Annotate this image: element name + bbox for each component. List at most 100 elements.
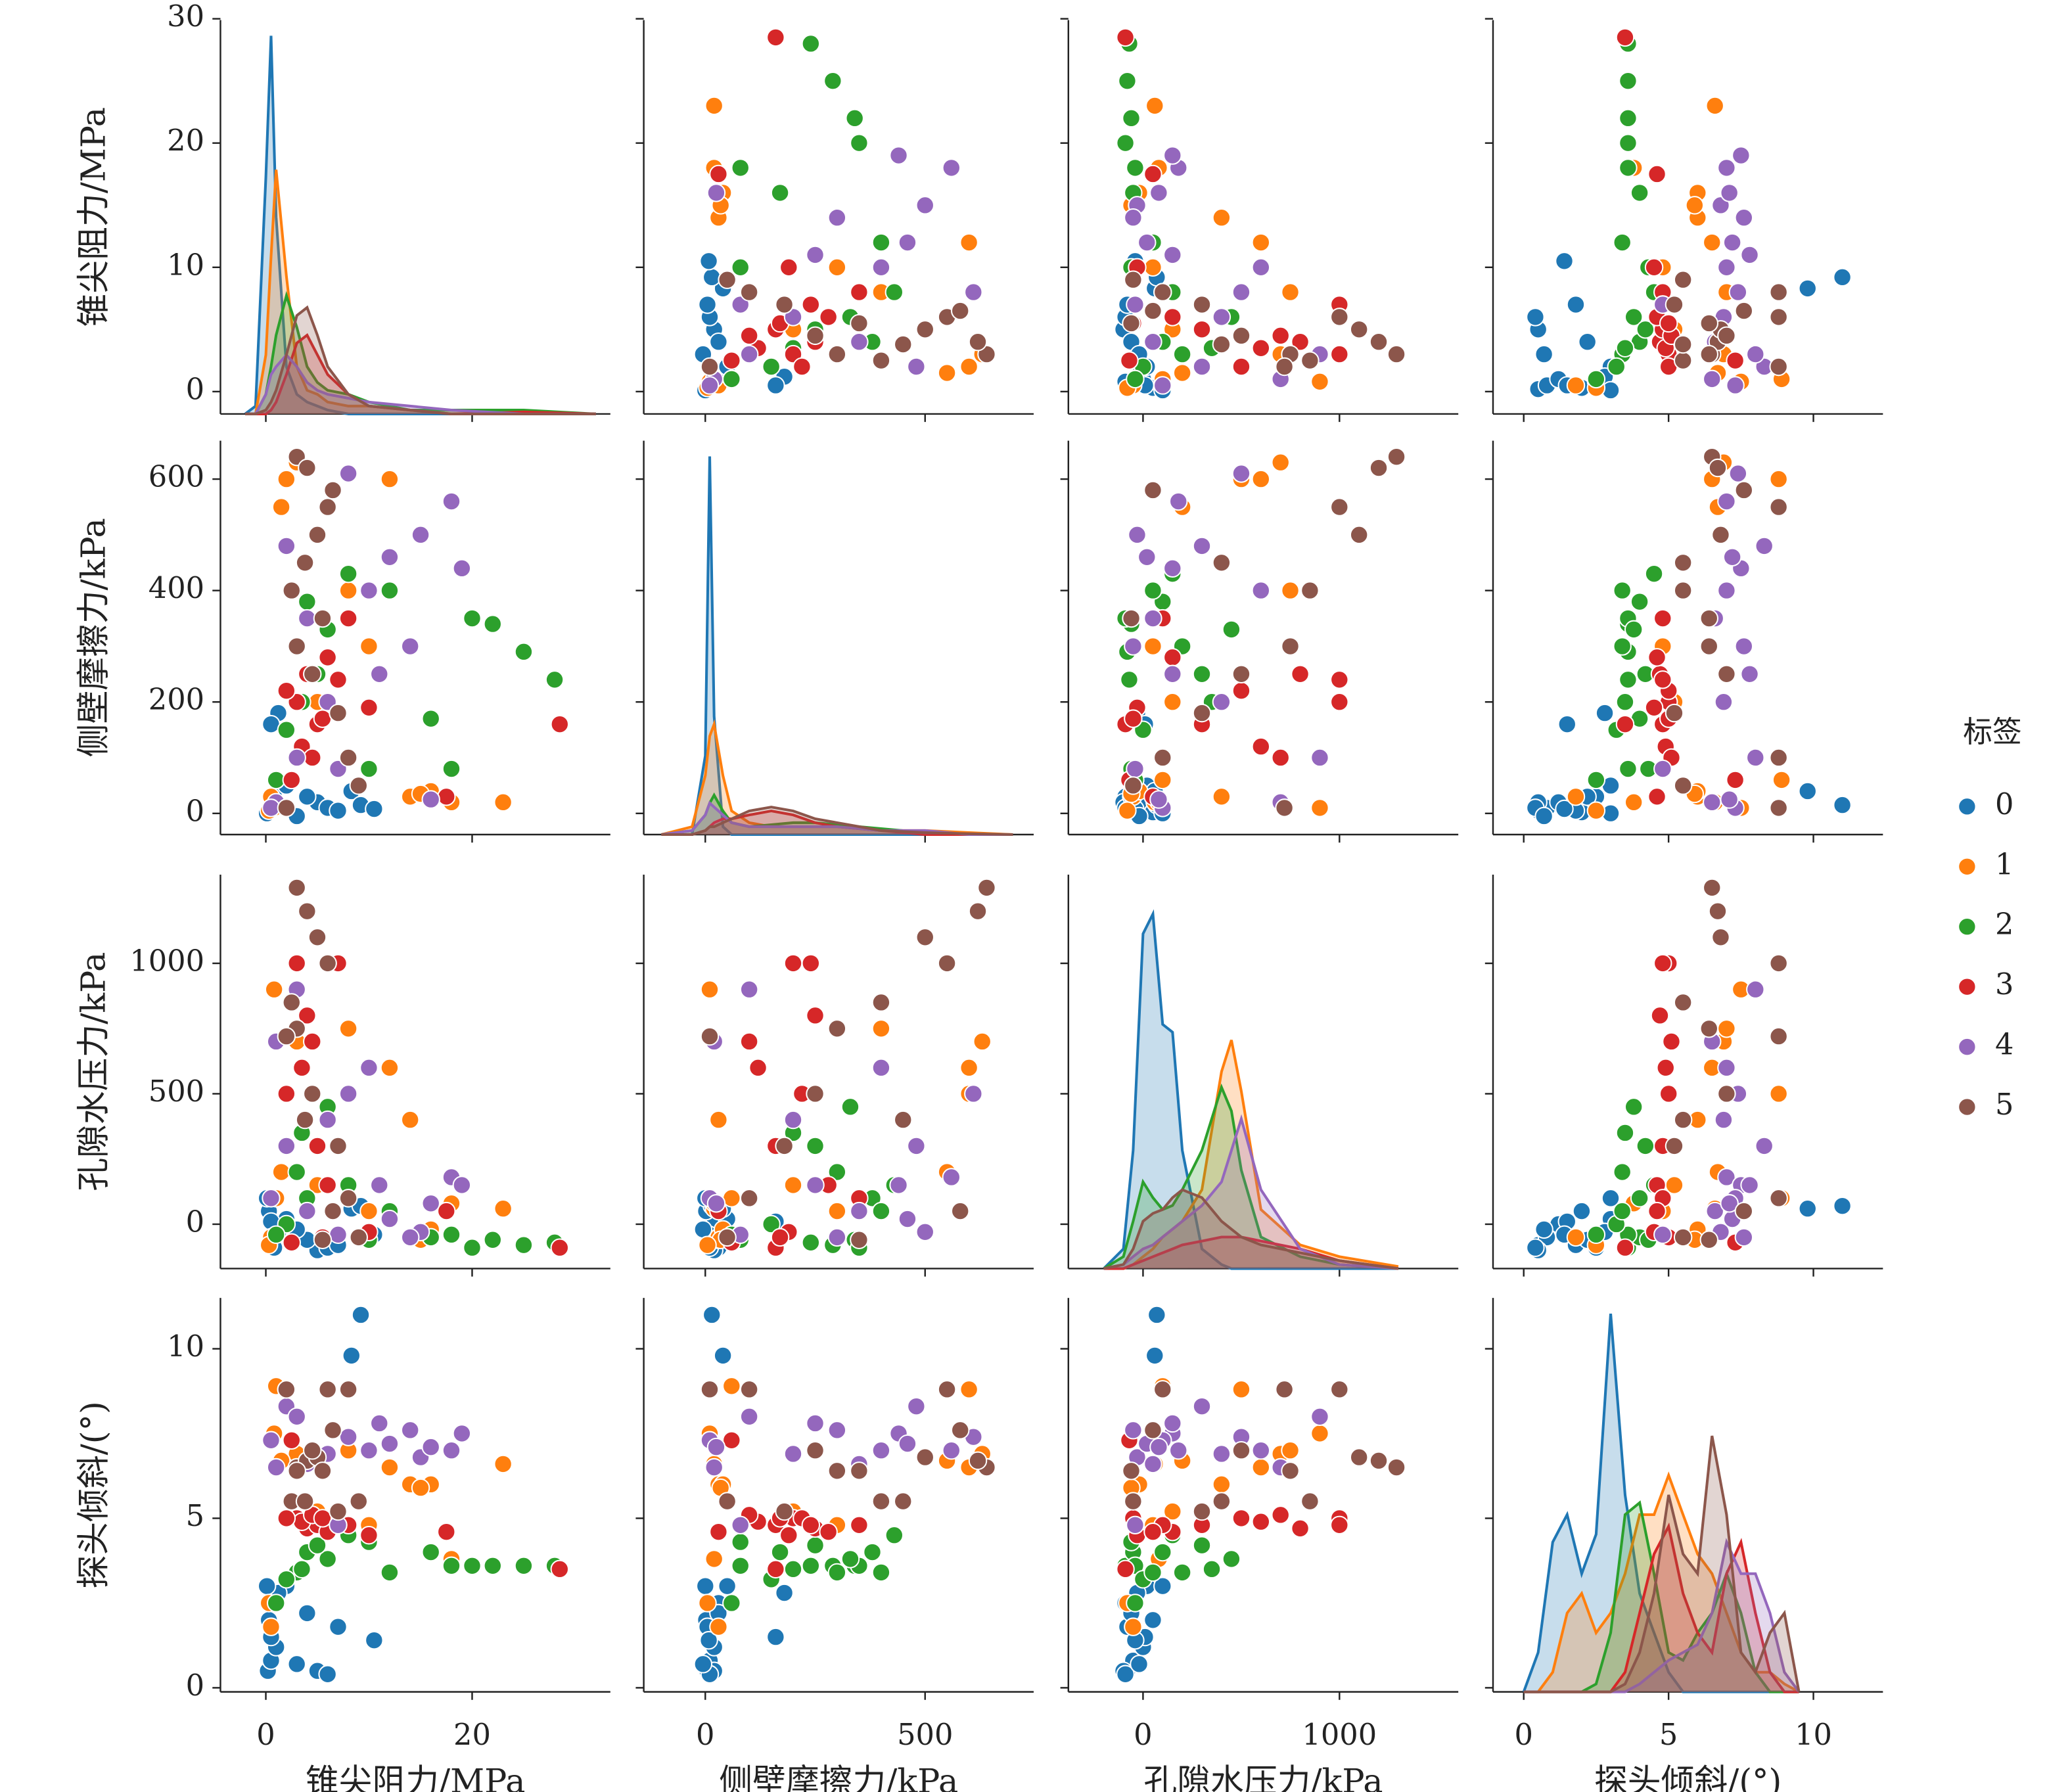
point <box>801 34 821 53</box>
point <box>342 1346 361 1366</box>
point <box>550 1559 570 1579</box>
point <box>338 581 358 600</box>
panel: 0 500 <box>635 1298 1034 1752</box>
y-tick-label: 400 <box>149 571 204 605</box>
x-axis-label: 侧壁摩擦力/kPa <box>719 1762 958 1792</box>
point <box>1595 703 1615 723</box>
point <box>1300 351 1320 370</box>
point <box>850 1201 869 1221</box>
point <box>421 1437 440 1457</box>
y-tick-label: 600 <box>149 460 204 494</box>
point <box>483 614 503 633</box>
point <box>1665 703 1684 723</box>
point <box>295 553 315 572</box>
point <box>1281 581 1300 600</box>
point <box>1143 301 1162 321</box>
point <box>698 295 717 314</box>
point <box>1717 1168 1736 1187</box>
point <box>1566 376 1586 395</box>
point <box>1192 536 1212 556</box>
y-tick-label: 500 <box>149 1074 204 1109</box>
legend-label: 5 <box>1995 1088 2013 1122</box>
point <box>1330 670 1349 689</box>
point <box>1143 1454 1162 1474</box>
point <box>313 609 333 628</box>
point <box>277 798 296 817</box>
point <box>1231 1380 1251 1399</box>
point <box>959 233 978 252</box>
point <box>1769 308 1788 327</box>
point <box>718 1576 737 1596</box>
point <box>722 1431 741 1450</box>
point <box>1734 1228 1754 1247</box>
point <box>1271 326 1290 346</box>
point <box>950 1201 970 1221</box>
point <box>1711 928 1730 947</box>
point <box>1755 1136 1774 1156</box>
point <box>1172 363 1192 382</box>
point <box>1192 1536 1212 1555</box>
point <box>731 258 750 277</box>
point <box>722 351 741 370</box>
point <box>731 158 750 177</box>
point <box>1222 1550 1241 1569</box>
point <box>1726 770 1745 790</box>
point <box>1310 798 1329 817</box>
point <box>693 1220 713 1239</box>
point <box>1291 1519 1310 1538</box>
point <box>1699 637 1718 656</box>
point <box>1607 357 1626 377</box>
point <box>318 1380 337 1399</box>
point <box>442 1225 461 1245</box>
point <box>1169 1440 1188 1460</box>
point <box>706 183 726 202</box>
point <box>1281 637 1300 656</box>
point <box>739 1380 759 1399</box>
point <box>1310 1424 1329 1443</box>
legend-label: 4 <box>1995 1028 2013 1062</box>
point <box>700 1380 720 1399</box>
point <box>964 283 983 302</box>
point <box>709 1522 728 1542</box>
point <box>1163 664 1182 683</box>
point <box>706 1437 726 1457</box>
point <box>1740 664 1759 683</box>
point <box>1534 806 1553 826</box>
point <box>700 357 720 377</box>
point <box>775 1502 794 1521</box>
point <box>1130 1655 1149 1674</box>
point <box>1601 1189 1621 1208</box>
point <box>1120 351 1139 370</box>
point <box>277 1509 296 1528</box>
point <box>806 1006 825 1025</box>
point <box>1349 525 1369 545</box>
point <box>1145 96 1164 116</box>
point <box>1619 670 1638 689</box>
point <box>1143 480 1162 500</box>
point <box>295 1492 315 1511</box>
point <box>1717 1019 1736 1038</box>
point <box>318 1550 337 1569</box>
point <box>850 313 869 333</box>
kde-curve <box>661 456 1013 837</box>
point <box>731 1532 750 1551</box>
point <box>380 581 400 600</box>
point <box>421 709 440 728</box>
point <box>1192 664 1212 683</box>
point <box>894 334 913 354</box>
point <box>739 1407 759 1427</box>
point <box>1124 1617 1143 1636</box>
point <box>898 1434 917 1454</box>
point <box>907 1136 926 1156</box>
point <box>775 295 794 314</box>
point <box>1212 1492 1231 1511</box>
point <box>1153 283 1172 302</box>
point <box>1526 308 1545 327</box>
point <box>1673 776 1693 795</box>
point <box>323 1421 342 1440</box>
point <box>871 1019 891 1038</box>
point <box>1653 670 1672 689</box>
point <box>308 1136 327 1156</box>
point <box>823 71 842 91</box>
